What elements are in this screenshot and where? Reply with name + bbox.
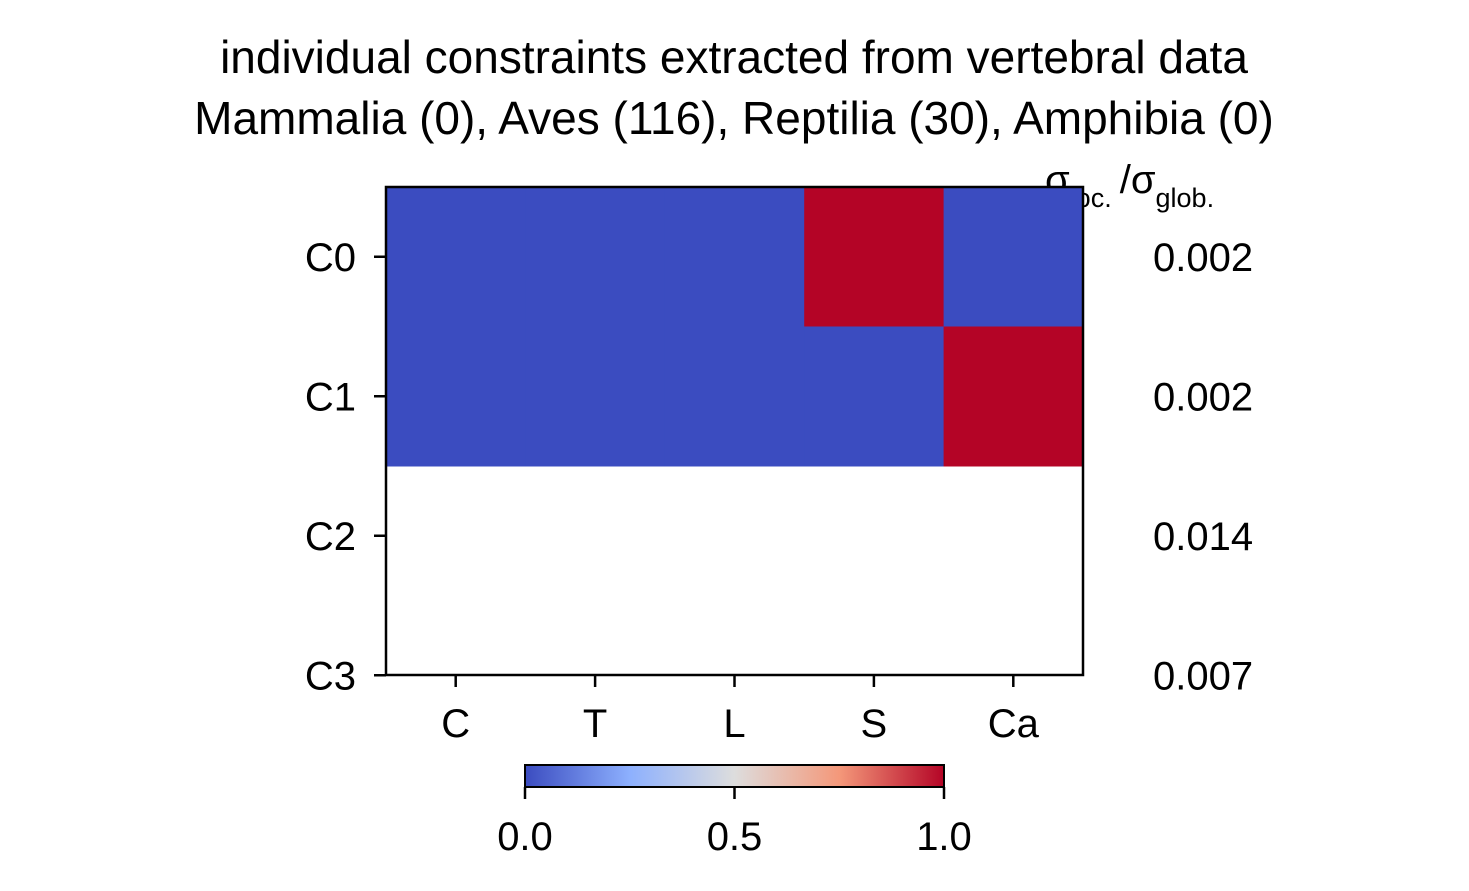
slash: /	[1120, 158, 1132, 202]
x-axis: C T L S Ca	[441, 675, 1040, 746]
heatmap-cell	[664, 326, 805, 467]
y-tick-label: C3	[305, 654, 356, 698]
chart-title-line1: individual constraints extracted from ve…	[220, 31, 1248, 83]
colorbar: 0.0 0.5 1.0	[497, 764, 972, 859]
y-tick-label: C0	[305, 236, 356, 280]
heatmap-cells	[386, 187, 1084, 467]
chart-title-line2: Mammalia (0), Aves (116), Reptilia (30),…	[194, 92, 1274, 144]
sigma-symbol-2: σ	[1131, 158, 1156, 202]
heatmap-cell	[664, 187, 805, 327]
heatmap-cell	[386, 326, 526, 467]
constraint-ratio-value: 0.002	[1153, 375, 1253, 419]
heatmap-cell	[804, 326, 945, 467]
colorbar-tick-label: 1.0	[916, 815, 972, 859]
y-tick-label: C2	[305, 515, 356, 559]
glob-subscript: glob.	[1156, 183, 1215, 213]
x-tick-label: Ca	[988, 702, 1040, 746]
x-tick-label: S	[861, 702, 888, 746]
heatmap-cell	[386, 187, 526, 327]
colorbar-tick-label: 0.0	[497, 815, 553, 859]
constraint-ratio-value: 0.014	[1153, 515, 1253, 559]
constraint-ratio-value: 0.007	[1153, 654, 1253, 698]
constraint-ratio-value: 0.002	[1153, 236, 1253, 280]
y-tick-label: C1	[305, 375, 356, 419]
x-tick-label: T	[583, 702, 607, 746]
x-tick-label: L	[723, 702, 745, 746]
heatmap-cell	[943, 187, 1084, 327]
heatmap-cell	[525, 187, 666, 327]
x-tick-label: C	[441, 702, 470, 746]
colorbar-tick-label: 0.5	[707, 815, 763, 859]
colorbar-ticks: 0.0 0.5 1.0	[497, 787, 972, 859]
y-axis: C0 C1 C2 C3	[305, 236, 386, 698]
right-values: 0.002 0.002 0.014 0.007	[1153, 236, 1253, 699]
heatmap-cell	[804, 187, 945, 327]
heatmap-cell	[943, 326, 1084, 467]
colorbar-gradient	[524, 764, 945, 788]
heatmap-cell	[525, 326, 666, 467]
right-axis-label: σloc./σglob.	[1045, 158, 1214, 213]
